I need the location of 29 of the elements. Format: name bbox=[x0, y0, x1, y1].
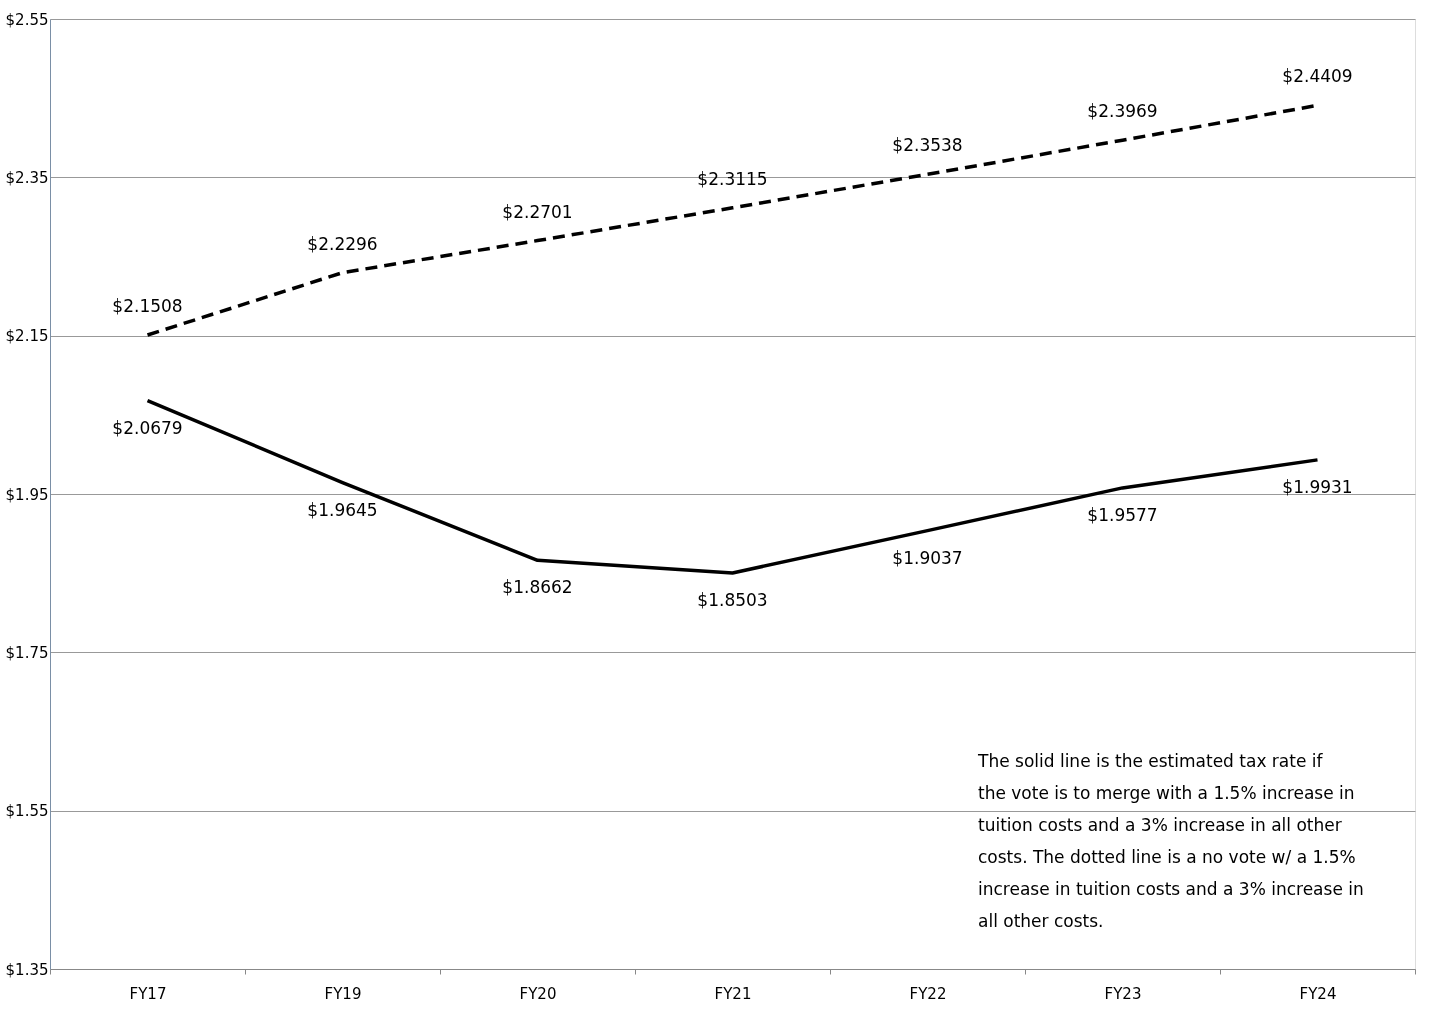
x-tick-label: FY17 bbox=[129, 984, 167, 1003]
data-label: $1.8662 bbox=[502, 577, 573, 598]
x-tick-label: FY22 bbox=[909, 984, 947, 1003]
data-label: $2.0679 bbox=[112, 417, 183, 438]
x-tick-label: FY24 bbox=[1299, 984, 1337, 1003]
x-tick-label: FY20 bbox=[519, 984, 557, 1003]
x-tick-label: FY23 bbox=[1104, 984, 1142, 1003]
data-label: $1.9931 bbox=[1282, 476, 1353, 497]
data-label: $2.3115 bbox=[697, 168, 768, 189]
y-tick-label: $1.35 bbox=[5, 960, 49, 979]
data-label: $2.2701 bbox=[502, 201, 573, 222]
data-label: $1.9577 bbox=[1087, 504, 1158, 525]
data-label: $2.3969 bbox=[1087, 101, 1158, 122]
x-tick-label: FY21 bbox=[714, 984, 752, 1003]
y-tick-label: $1.95 bbox=[5, 485, 49, 504]
data-label: $2.1508 bbox=[112, 296, 183, 317]
data-label: $2.4409 bbox=[1282, 66, 1353, 87]
y-tick-label: $2.35 bbox=[5, 168, 49, 187]
data-label: $1.8503 bbox=[697, 589, 768, 610]
data-label: $1.9645 bbox=[307, 499, 378, 520]
y-tick-label: $2.55 bbox=[5, 10, 49, 29]
data-label: $2.3538 bbox=[892, 135, 963, 156]
y-tick-label: $1.55 bbox=[5, 802, 49, 821]
annotation: The solid line is the estimated tax rate if the vote is to merge with a 1.5% increase in tuition costs and a 3% increase in all other costs. The dotted line is a no vote w/ a 1.5% increase in tuition costs and a 3% increase in all other costs. bbox=[977, 751, 1364, 931]
x-tick-label: FY19 bbox=[324, 984, 362, 1003]
data-label: $1.9037 bbox=[892, 547, 963, 568]
data-label: $2.2296 bbox=[307, 233, 378, 254]
y-tick-label: $2.15 bbox=[5, 327, 49, 346]
y-tick-label: $1.75 bbox=[5, 643, 49, 662]
